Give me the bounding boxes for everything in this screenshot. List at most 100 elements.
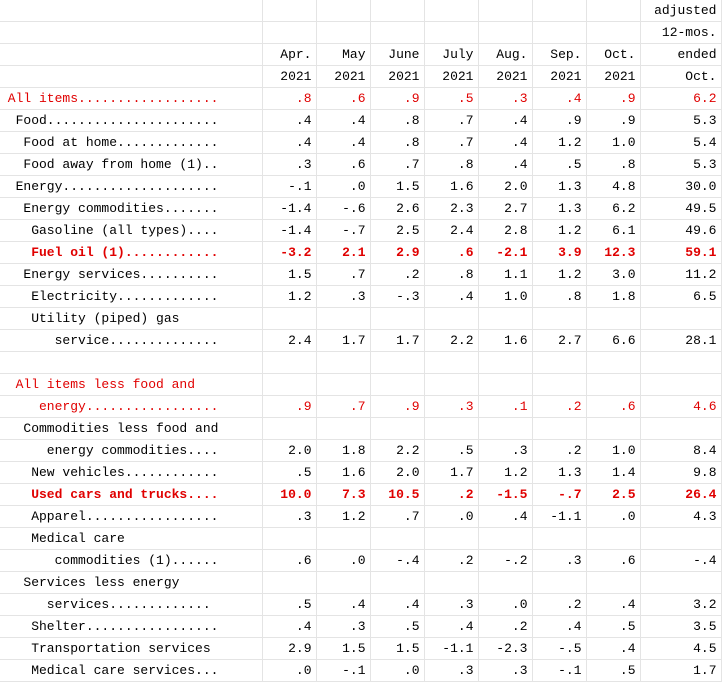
value-cell: .2	[532, 395, 587, 418]
header-cell: 2021	[586, 65, 641, 88]
value-cell: 1.0	[586, 131, 641, 154]
table-row: energy commodities.... 2.0 1.8 2.2.5.3.2 1.0…	[0, 439, 722, 462]
value-cell: .4	[478, 505, 533, 528]
header-cell	[478, 0, 533, 22]
row-label: Medical care	[0, 527, 263, 550]
value-cell: 1.5	[370, 637, 425, 660]
header-row-3: Apr. May June July Aug. Sep. Oct. ended	[0, 43, 722, 66]
value-cell: 2.7	[478, 197, 533, 220]
value-cell	[316, 307, 371, 330]
value-cell	[316, 351, 371, 374]
header-row-2: 12-mos.	[0, 21, 722, 44]
value-cell: .5	[586, 615, 641, 638]
table-row: Fuel oil (1)............ -3.2 2.1 2.9.6 -2.1…	[0, 241, 722, 264]
value-cell: .4	[532, 615, 587, 638]
row-label: energy.................	[0, 395, 263, 418]
value-cell	[478, 571, 533, 594]
value-cell: 1.5	[370, 175, 425, 198]
value-cell: 8.4	[640, 439, 722, 462]
value-cell: .5	[262, 461, 317, 484]
value-cell	[532, 351, 587, 374]
table-row: Commodities less food and	[0, 417, 722, 440]
value-cell	[262, 571, 317, 594]
value-cell: -.7	[316, 219, 371, 242]
value-cell: .7	[424, 109, 479, 132]
value-cell: .5	[370, 615, 425, 638]
value-cell: 6.2	[586, 197, 641, 220]
value-cell: 1.1	[478, 263, 533, 286]
value-cell	[586, 571, 641, 594]
value-cell: 6.6	[586, 329, 641, 352]
header-row-1: adjusted	[0, 0, 722, 22]
value-cell: 1.8	[316, 439, 371, 462]
value-cell: 3.0	[586, 263, 641, 286]
value-cell: .6	[586, 549, 641, 572]
value-cell: .7	[370, 505, 425, 528]
table-row: New vehicles............ .5 1.6 2.0 1.7 1.2 1.…	[0, 461, 722, 484]
value-cell: 4.5	[640, 637, 722, 660]
value-cell: 1.2	[532, 219, 587, 242]
header-cell	[262, 21, 317, 44]
value-cell	[586, 373, 641, 396]
row-label: Energy....................	[0, 175, 263, 198]
value-cell	[640, 373, 722, 396]
value-cell: 2.6	[370, 197, 425, 220]
value-cell: -.1	[262, 175, 317, 198]
value-cell	[262, 351, 317, 374]
value-cell: 2.0	[262, 439, 317, 462]
table-row: Food...................... .4.4.8.7.4.9.9…	[0, 109, 722, 132]
value-cell: 3.9	[532, 241, 587, 264]
header-cell: May	[316, 43, 371, 66]
value-cell: 1.5	[262, 263, 317, 286]
table-row: Utility (piped) gas	[0, 307, 722, 330]
header-cell: 2021	[316, 65, 371, 88]
value-cell	[370, 417, 425, 440]
table-header: adjusted 12-mos. Apr. May June July Aug.…	[0, 0, 722, 88]
table-row: All items less food and	[0, 373, 722, 396]
value-cell: 1.0	[478, 285, 533, 308]
header-row-4: 2021 2021 2021 2021 2021 2021 2021 Oct.	[0, 65, 722, 88]
value-cell: -1.4	[262, 197, 317, 220]
value-cell	[640, 307, 722, 330]
value-cell: 10.0	[262, 483, 317, 506]
value-cell: 30.0	[640, 175, 722, 198]
row-label: Used cars and trucks....	[0, 483, 263, 506]
value-cell: 1.7	[640, 659, 722, 682]
value-cell	[532, 307, 587, 330]
value-cell: -.3	[370, 285, 425, 308]
row-label: Energy services..........	[0, 263, 263, 286]
value-cell: .4	[316, 109, 371, 132]
value-cell: .0	[370, 659, 425, 682]
value-cell: .4	[262, 109, 317, 132]
value-cell	[262, 527, 317, 550]
value-cell	[370, 527, 425, 550]
header-cell	[424, 21, 479, 44]
value-cell: 1.3	[532, 197, 587, 220]
value-cell: .9	[262, 395, 317, 418]
value-cell: -.4	[370, 549, 425, 572]
value-cell: .4	[424, 615, 479, 638]
value-cell: 2.8	[478, 219, 533, 242]
value-cell: -.1	[532, 659, 587, 682]
header-cell: adjusted	[640, 0, 722, 22]
value-cell: 7.3	[316, 483, 371, 506]
value-cell: .8	[586, 153, 641, 176]
table-row: Electricity............. 1.2.3 -.3.4 1.0.8 1…	[0, 285, 722, 308]
value-cell	[262, 373, 317, 396]
value-cell: .3	[532, 549, 587, 572]
value-cell: .7	[424, 131, 479, 154]
value-cell: .3	[262, 505, 317, 528]
value-cell	[640, 527, 722, 550]
value-cell: .0	[262, 659, 317, 682]
value-cell: 5.3	[640, 153, 722, 176]
header-cell	[370, 21, 425, 44]
value-cell: 1.2	[478, 461, 533, 484]
value-cell	[370, 351, 425, 374]
value-cell: 2.7	[532, 329, 587, 352]
value-cell	[370, 373, 425, 396]
table-row: All items.................. .8.6.9.5.3.4.…	[0, 87, 722, 110]
value-cell: 2.3	[424, 197, 479, 220]
value-cell: 1.3	[532, 461, 587, 484]
value-cell: -1.4	[262, 219, 317, 242]
table-row: Food at home............. .4.4.8.7.4 1.2 1.…	[0, 131, 722, 154]
